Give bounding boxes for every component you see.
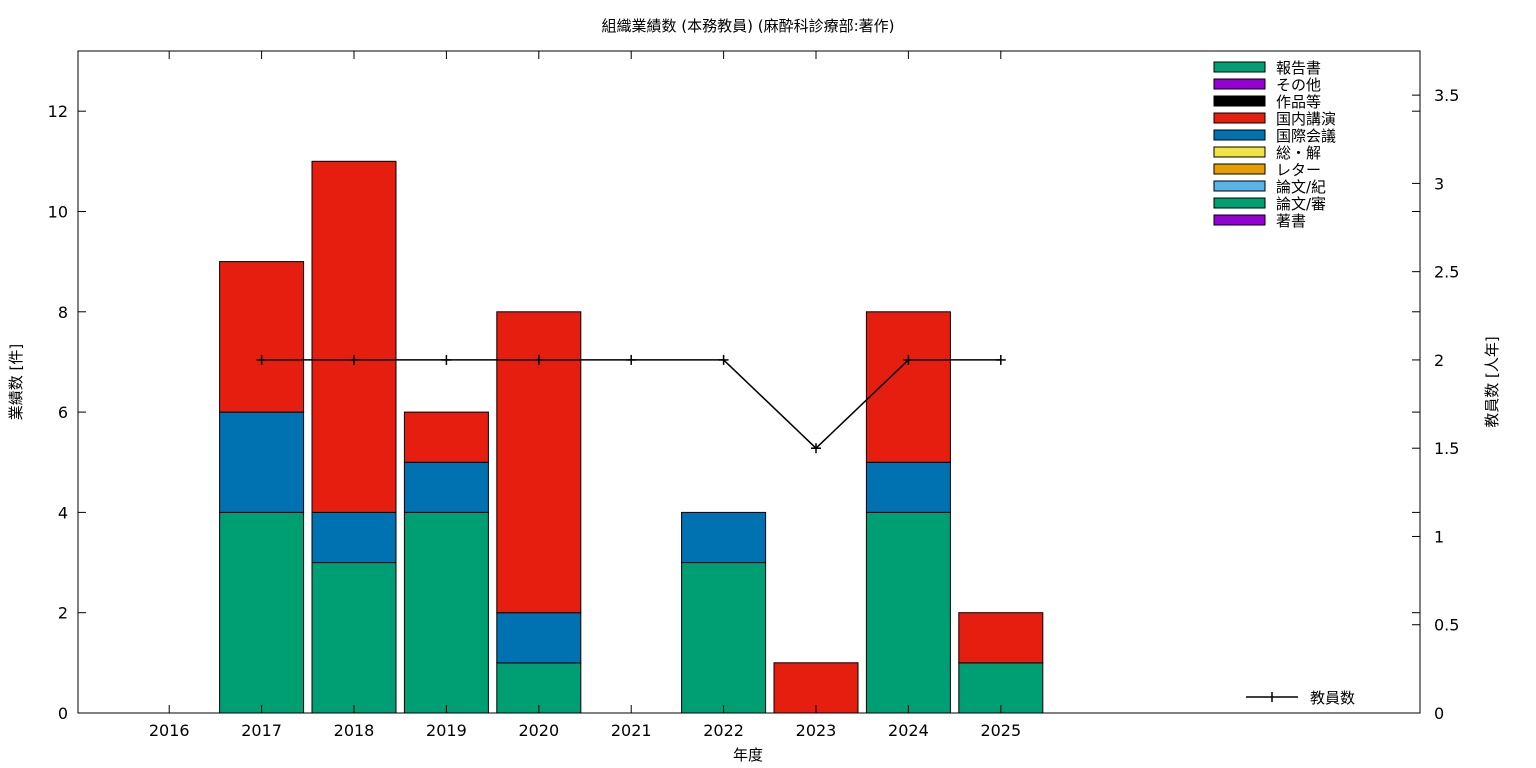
- y-tick-label: 10: [48, 202, 68, 221]
- x-tick-label: 2018: [334, 721, 375, 740]
- legend-label: 論文/審: [1276, 195, 1326, 213]
- bar-2018-series-0: [311, 562, 397, 714]
- x-tick-label: 2022: [703, 721, 744, 740]
- y-axis: 0 2 4 6 8 10 12: [48, 102, 1420, 723]
- bar-2019-series-2: [403, 411, 489, 463]
- legend-label: 総・解: [1276, 144, 1321, 162]
- x-tick-label: 2023: [796, 721, 837, 740]
- bar-2020-series-1: [496, 612, 582, 664]
- y2-axis-label: 教員数 [人年]: [1483, 336, 1501, 427]
- bar-2024-series-1: [865, 461, 951, 513]
- line-legend: 教員数: [1246, 689, 1355, 707]
- y2-tick-label: 1: [1434, 527, 1444, 546]
- y2-axis: 0 0.5 1 1.5 2 2.5 3 3.5: [1412, 86, 1459, 723]
- legend-swatch: [1213, 78, 1266, 90]
- y-tick-label: 6: [58, 403, 68, 422]
- y-axis-label: 業績数 [件]: [7, 344, 25, 420]
- legend-swatch: [1213, 146, 1266, 158]
- chart-title: 組織業績数 (本務教員) (麻酔科診療部:著作): [602, 17, 895, 35]
- bar-2020-series-0: [496, 662, 582, 714]
- x-tick-label: 2025: [980, 721, 1021, 740]
- y2-tick-label: 0.5: [1434, 616, 1459, 635]
- bar-2018-series-1: [311, 511, 397, 564]
- y2-tick-label: 3: [1434, 174, 1444, 193]
- bar-2022-series-0: [681, 562, 767, 714]
- legend-swatch: [1213, 95, 1266, 107]
- legend-swatch: [1213, 61, 1266, 73]
- y2-tick-label: 0: [1434, 704, 1444, 723]
- y-tick-label: 8: [58, 303, 68, 322]
- y2-tick-label: 3.5: [1434, 86, 1459, 105]
- bar-2018-series-2: [311, 160, 397, 513]
- y-tick-label: 2: [58, 604, 68, 623]
- y2-tick-label: 2.5: [1434, 263, 1459, 282]
- bar-2017-series-1: [219, 411, 305, 513]
- bar-2024-series-0: [865, 511, 951, 714]
- line-legend-label: 教員数: [1310, 689, 1355, 707]
- legend-swatch: [1213, 163, 1266, 175]
- legend-swatch: [1213, 214, 1266, 226]
- legend-label: 著書: [1276, 212, 1306, 230]
- y-tick-label: 12: [48, 102, 68, 121]
- legend-swatch: [1213, 180, 1266, 192]
- legend-label: レター: [1276, 161, 1321, 179]
- line-layer: [256, 354, 1006, 454]
- y2-tick-label: 2: [1434, 351, 1444, 370]
- bar-2017-series-0: [219, 511, 305, 714]
- legend-swatch: [1213, 197, 1266, 209]
- bar-2023-series-2: [773, 662, 859, 714]
- bars-layer: [219, 160, 1044, 714]
- x-axis-label: 年度: [733, 746, 763, 764]
- y-tick-label: 4: [58, 503, 68, 522]
- bar-2017-series-2: [219, 261, 305, 413]
- legend-label: 論文/紀: [1276, 178, 1326, 196]
- plot-frame: [77, 50, 1421, 714]
- legend-label: 報告書: [1276, 59, 1321, 77]
- x-tick-label: 2024: [888, 721, 929, 740]
- bar-2025-series-2: [958, 612, 1044, 664]
- bar-2019-series-1: [403, 461, 489, 513]
- bar-2019-series-0: [403, 511, 489, 714]
- bar-2022-series-1: [681, 511, 767, 564]
- legend-swatch: [1213, 129, 1266, 141]
- legend-label: 作品等: [1276, 93, 1321, 111]
- x-axis: 2016 2017 2018 2019 2020 2021 2022 2023 2024 2025: [149, 51, 1021, 740]
- x-tick-label: 2020: [518, 721, 559, 740]
- x-tick-label: 2016: [149, 721, 190, 740]
- x-tick-label: 2021: [611, 721, 652, 740]
- y2-tick-label: 1.5: [1434, 439, 1459, 458]
- legend-label: 国際会議: [1276, 127, 1336, 145]
- x-tick-label: 2019: [426, 721, 467, 740]
- legend-swatch: [1213, 112, 1266, 124]
- legend-label: 国内講演: [1276, 110, 1336, 128]
- y-tick-label: 0: [58, 704, 68, 723]
- x-tick-label: 2017: [241, 721, 282, 740]
- legend-label: その他: [1276, 76, 1321, 94]
